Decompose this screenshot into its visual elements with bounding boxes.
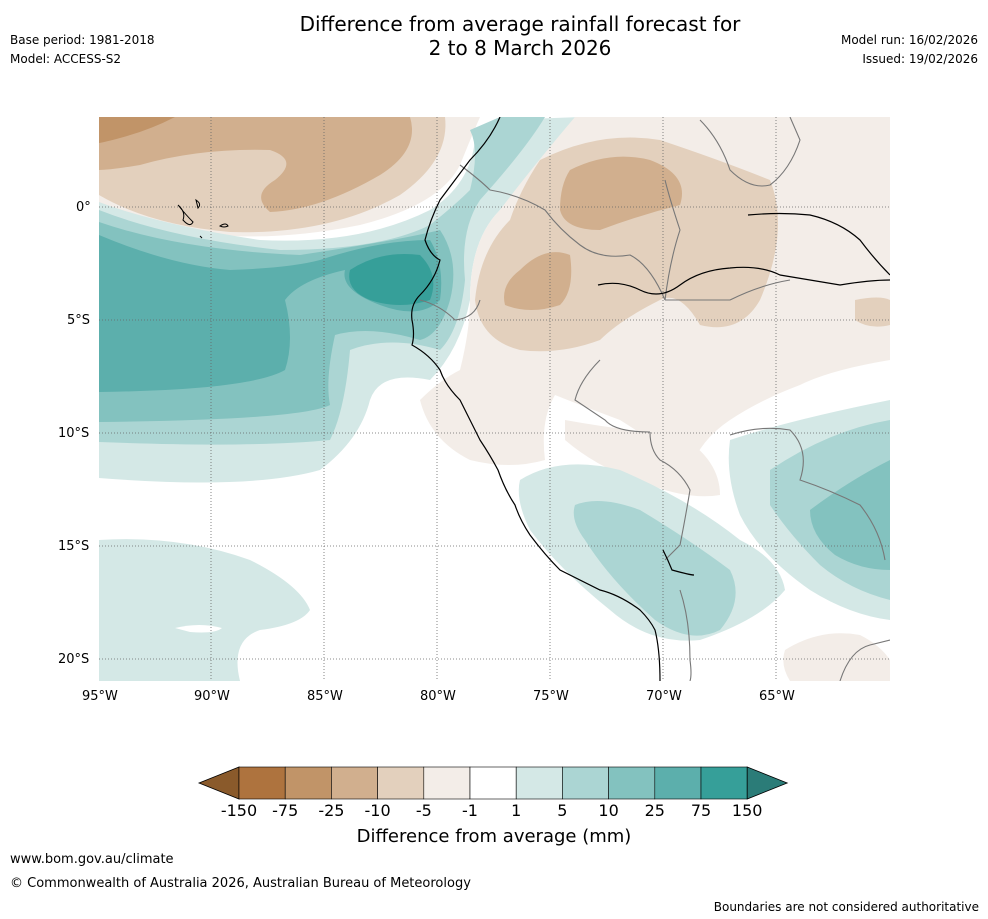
colorbar-tick-label: 25 (644, 801, 665, 820)
colorbar-cell (377, 766, 425, 800)
colorbar-tick-label: 1 (511, 801, 522, 820)
base-period: Base period: 1981-2018 (10, 33, 155, 47)
title-line-2: 2 to 8 March 2026 (428, 36, 612, 60)
colorbar-cell (515, 766, 563, 800)
colorbar-cell (700, 766, 748, 800)
colorbar-tick-label: -25 (318, 801, 345, 820)
colorbar-cell (469, 766, 517, 800)
colorbar-cell (654, 766, 702, 800)
graticule (99, 117, 890, 681)
contour-dry-land-4 (504, 252, 572, 310)
lat-label-15s: 15°S (58, 539, 90, 554)
colorbar-title: Difference from average (mm) (356, 826, 632, 847)
lon-label-65w: 65°W (759, 689, 795, 704)
map-field (99, 117, 890, 681)
colorbar-arrow-low (197, 766, 240, 800)
contour-dry-north-3 (99, 117, 412, 212)
contour-wet-south-3 (573, 501, 736, 636)
galapagos-islands (177, 198, 229, 239)
colorbar-tick-label: -75 (272, 801, 299, 820)
colorbar-tick-label: 10 (598, 801, 619, 820)
contour-dry-land-3 (560, 156, 682, 230)
colorbar-tick-label: 150 (731, 801, 763, 820)
boundary-disclaimer: Boundaries are not considered authoritat… (713, 900, 979, 914)
lat-label-0: 0° (76, 200, 91, 215)
contour-dry-south-2 (783, 633, 890, 681)
colorbar-cell (238, 766, 286, 800)
lon-label-95w: 95°W (82, 689, 118, 704)
lon-label-70w: 70°W (646, 689, 682, 704)
contour-dry-land-5 (855, 297, 890, 327)
colorbar-cell (331, 766, 378, 800)
colorbar-tick-label: 75 (690, 801, 712, 820)
colorbar-tick-label: -5 (415, 801, 432, 820)
lat-label-5s: 5°S (67, 313, 91, 328)
country-borders (419, 117, 890, 681)
contour-wet-south-5 (810, 460, 890, 570)
lon-label-75w: 75°W (533, 689, 569, 704)
colorbar-cell (562, 766, 609, 800)
lat-label-10s: 10°S (58, 426, 90, 441)
lon-label-85w: 85°W (307, 689, 343, 704)
colorbar-cells (197, 766, 789, 800)
colorbar-cell (284, 766, 332, 800)
website-link[interactable]: www.bom.gov.au/climate (10, 852, 174, 867)
contour-white-hole (175, 625, 222, 633)
contour-wet-southwest (99, 539, 310, 681)
model-name: Model: ACCESS-S2 (10, 52, 122, 66)
lat-label-20s: 20°S (58, 652, 90, 667)
issued-date: Issued: 19/02/2026 (862, 52, 978, 66)
contour-wet-pacific-5 (349, 254, 434, 305)
colorbar-arrow-high (746, 766, 789, 800)
map-title: Difference from average rainfall forecas… (0, 12, 988, 60)
coastline (411, 117, 890, 681)
colorbar-tick-label: -150 (220, 801, 258, 820)
lon-label-80w: 80°W (420, 689, 456, 704)
copyright-notice: © Commonwealth of Australia 2026, Austra… (10, 876, 471, 891)
colorbar-tick-label: 5 (557, 801, 568, 820)
title-line-1: Difference from average rainfall forecas… (299, 12, 741, 36)
colorbar-cell (423, 766, 471, 800)
model-run: Model run: 16/02/2026 (840, 33, 978, 47)
lon-label-90w: 90°W (194, 689, 230, 704)
colorbar-tick-label: -10 (364, 801, 391, 820)
colorbar-tick-label: -1 (462, 801, 478, 820)
contour-dry-north-4 (99, 117, 175, 143)
colorbar-cell (608, 766, 656, 800)
